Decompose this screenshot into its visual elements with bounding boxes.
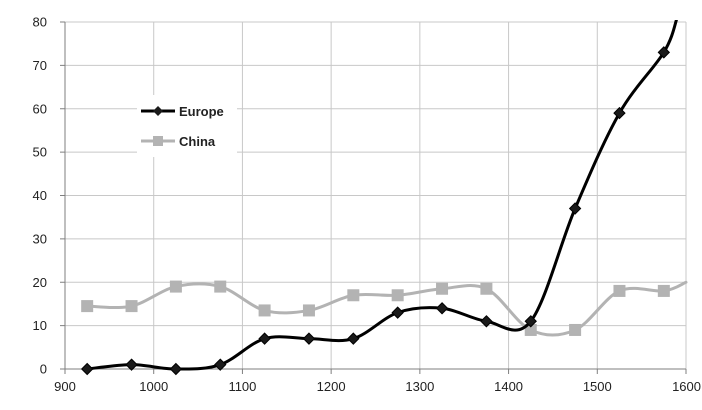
series-europe <box>85 20 678 371</box>
y-tick-label: 10 <box>33 318 47 333</box>
data-point <box>524 315 537 328</box>
series-markers-china <box>81 280 670 336</box>
data-point <box>391 289 404 302</box>
data-point <box>657 284 670 297</box>
legend-box <box>137 95 237 157</box>
data-point <box>214 358 227 371</box>
data-point <box>347 332 360 345</box>
legend-label: Europe <box>179 104 224 119</box>
y-tick-label: 40 <box>33 188 47 203</box>
y-tick-label: 80 <box>33 15 47 30</box>
legend: Europe China <box>137 95 237 157</box>
data-point <box>613 106 626 120</box>
x-tick-label: 1500 <box>583 379 612 394</box>
data-point <box>302 332 316 345</box>
legend-marker-diamond <box>153 106 163 116</box>
data-point <box>480 282 493 295</box>
data-point <box>480 315 493 328</box>
data-point <box>568 202 582 215</box>
x-tick-label: 1400 <box>494 379 523 394</box>
legend-label: China <box>179 134 216 149</box>
data-point <box>435 302 449 315</box>
data-point <box>258 332 271 345</box>
y-tick-label: 70 <box>33 58 47 73</box>
legend-marker-square <box>153 136 163 146</box>
data-point <box>613 284 626 297</box>
data-point <box>436 282 449 295</box>
data-point <box>81 300 94 313</box>
data-point <box>258 304 271 317</box>
x-tick-label: 900 <box>54 379 76 394</box>
data-point <box>657 46 671 59</box>
data-point <box>125 358 138 371</box>
x-tick-label: 1200 <box>317 379 346 394</box>
y-tick-label: 0 <box>40 362 47 377</box>
data-point <box>347 289 360 302</box>
data-point <box>169 362 183 376</box>
series-line <box>85 20 678 371</box>
y-tick-label: 60 <box>33 101 47 116</box>
y-tick-label: 20 <box>33 275 47 290</box>
x-tick-label: 1300 <box>405 379 434 394</box>
data-point <box>80 362 94 376</box>
y-tick-label: 30 <box>33 231 47 246</box>
data-point <box>125 300 138 313</box>
series-layer <box>80 20 688 376</box>
tick-labels: 0 10 20 30 40 50 60 70 80 900 1000 1100 1200 1300 1400… <box>33 15 701 395</box>
x-tick-label: 1000 <box>139 379 168 394</box>
series-markers-europe <box>80 46 671 376</box>
x-tick-label: 1600 <box>672 379 701 394</box>
data-point <box>569 323 582 336</box>
x-tick-label: 1100 <box>228 379 256 394</box>
y-tick-label: 50 <box>33 145 47 160</box>
data-point <box>169 280 182 293</box>
data-point <box>391 306 404 319</box>
data-point <box>302 304 315 317</box>
data-point <box>214 280 227 293</box>
